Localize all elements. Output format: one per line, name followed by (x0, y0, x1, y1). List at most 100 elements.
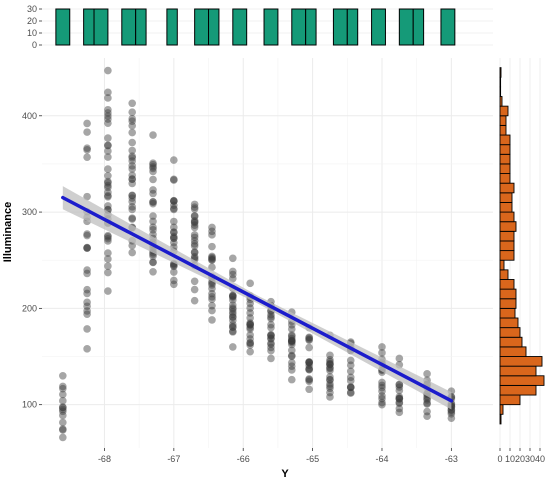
data-point (305, 358, 313, 367)
right-hist-bar (499, 134, 511, 146)
top-hist-bar (93, 8, 109, 46)
data-point (149, 167, 157, 176)
data-point (128, 203, 136, 211)
data-point (170, 234, 178, 243)
top-hist-bar (55, 8, 71, 46)
right-hist-bar (499, 173, 511, 184)
right-hist-bar (499, 356, 543, 367)
data-point (229, 270, 237, 279)
data-point (346, 383, 355, 392)
data-point (149, 131, 157, 139)
right-hist-bar (499, 375, 545, 386)
data-point (190, 252, 199, 261)
data-point (305, 376, 313, 384)
data-point (229, 343, 237, 351)
data-point (170, 217, 178, 226)
right-hist-bar (499, 76, 502, 88)
data-point (229, 313, 237, 321)
data-point (190, 212, 199, 220)
data-point (305, 358, 313, 367)
data-point (83, 266, 91, 274)
data-point (305, 358, 313, 367)
top-hist-bar (263, 8, 279, 46)
data-point (267, 330, 275, 339)
right-hist-bar (499, 124, 507, 136)
data-point (267, 331, 275, 340)
right-hist-bar (499, 404, 504, 415)
data-point (104, 94, 112, 102)
data-point (190, 221, 199, 229)
right-hist-tick-label: 30 (525, 454, 535, 464)
y-tick-label: 100 (22, 400, 37, 410)
top-hist-tick-label: 20 (27, 16, 37, 26)
data-point (83, 298, 91, 307)
data-point (305, 377, 313, 386)
data-point (395, 383, 404, 391)
regression-line (61, 195, 454, 403)
data-point (128, 114, 136, 123)
data-point (190, 285, 199, 294)
data-point (59, 384, 67, 393)
data-point (423, 399, 431, 407)
data-point (128, 214, 136, 222)
data-point (326, 360, 334, 369)
data-point (83, 325, 91, 333)
data-point (395, 404, 404, 413)
top-marginal-histogram: 0 10 20 30 (27, 4, 493, 50)
top-hist-bar (398, 8, 414, 46)
data-point (395, 386, 404, 395)
data-point (326, 375, 334, 384)
data-point (104, 171, 112, 180)
data-point (170, 234, 178, 242)
data-point (287, 351, 296, 360)
data-point (208, 306, 216, 315)
data-point (104, 112, 112, 120)
data-point (170, 228, 178, 236)
data-point (190, 231, 199, 239)
data-point (128, 146, 136, 155)
data-point (267, 313, 275, 321)
right-hist-bar (499, 163, 511, 175)
data-point (267, 334, 275, 342)
data-point (128, 205, 136, 214)
data-point (170, 201, 178, 210)
data-point (170, 176, 178, 184)
data-point (346, 367, 355, 376)
data-point (59, 371, 67, 380)
right-hist-tick-label: 10 (505, 454, 515, 464)
right-hist-bar (499, 336, 523, 348)
data-point (246, 341, 254, 349)
data-point (128, 157, 136, 165)
data-point (423, 370, 431, 378)
data-point (128, 171, 136, 180)
data-point (104, 134, 112, 142)
data-point (59, 433, 67, 442)
data-point (395, 354, 404, 363)
data-point (149, 212, 157, 220)
data-point (170, 280, 178, 289)
top-hist-bar (412, 8, 425, 46)
data-point (170, 175, 178, 184)
data-point (287, 331, 296, 339)
data-point (326, 357, 334, 366)
data-point (326, 384, 334, 393)
data-point (378, 381, 386, 390)
data-point (267, 343, 275, 352)
right-hist-bar (499, 201, 513, 213)
top-hist-bar (83, 8, 95, 46)
data-point (326, 355, 334, 364)
data-point (395, 394, 404, 402)
data-point (346, 376, 355, 385)
data-point (190, 212, 199, 221)
top-histogram-bars (55, 8, 456, 46)
right-hist-bar (499, 144, 511, 155)
data-point (83, 289, 91, 298)
data-point (395, 398, 404, 407)
right-hist-bar (499, 307, 516, 319)
data-point (83, 243, 91, 252)
data-point (229, 328, 237, 336)
data-point (208, 231, 216, 239)
right-marginal-histogram: 0 10 20 30 40 (497, 58, 545, 464)
data-point (104, 165, 112, 173)
